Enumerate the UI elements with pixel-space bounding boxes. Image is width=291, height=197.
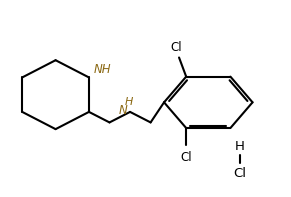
Text: Cl: Cl [180,151,192,164]
Text: Cl: Cl [170,41,182,54]
Text: N: N [118,104,127,117]
Text: Cl: Cl [233,167,246,180]
Text: H: H [125,97,133,107]
Text: H: H [235,140,245,153]
Text: NH: NH [93,62,111,75]
